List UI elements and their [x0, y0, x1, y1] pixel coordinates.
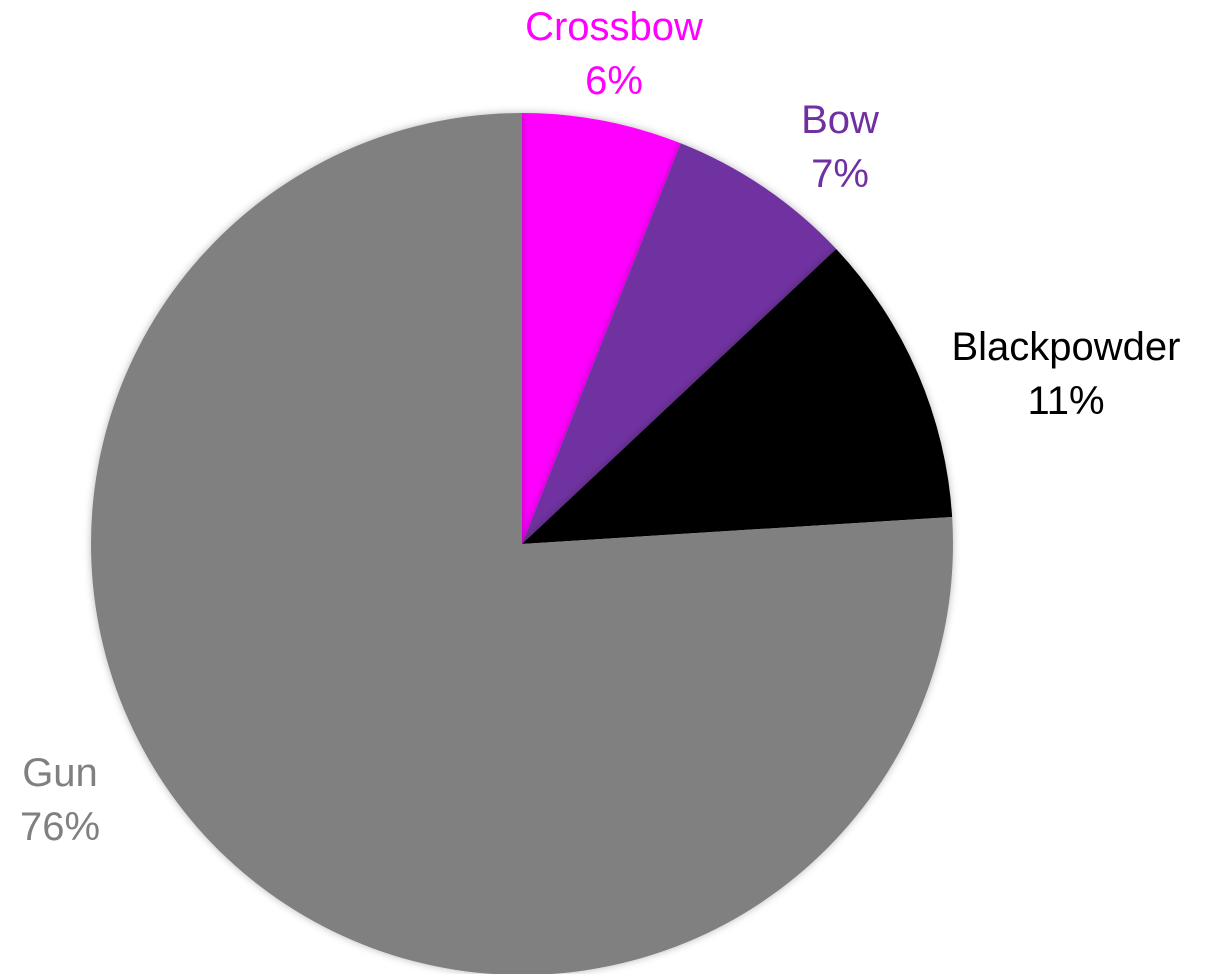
pie-slice-gun: [91, 113, 953, 974]
slice-label-value-blackpowder: 11%: [1027, 379, 1104, 423]
pie-slice-bow: [522, 143, 837, 544]
slice-label-name-crossbow: Crossbow: [525, 5, 703, 49]
pie-slice-crossbow: [522, 113, 681, 544]
slice-labels: Crossbow 6% Bow 7% Blackpowder 11% Gun 76%: [20, 5, 1181, 849]
slice-label-name-gun: Gun: [22, 751, 98, 795]
pie-slices: [91, 113, 953, 974]
slice-label-value-crossbow: 6%: [585, 59, 643, 103]
pie-slice-blackpowder: [522, 248, 953, 544]
slice-label-value-bow: 7%: [811, 152, 869, 196]
slice-label-value-gun: 76%: [20, 805, 100, 849]
slice-label-name-blackpowder: Blackpowder: [951, 325, 1180, 369]
slice-label-name-bow: Bow: [801, 98, 879, 142]
